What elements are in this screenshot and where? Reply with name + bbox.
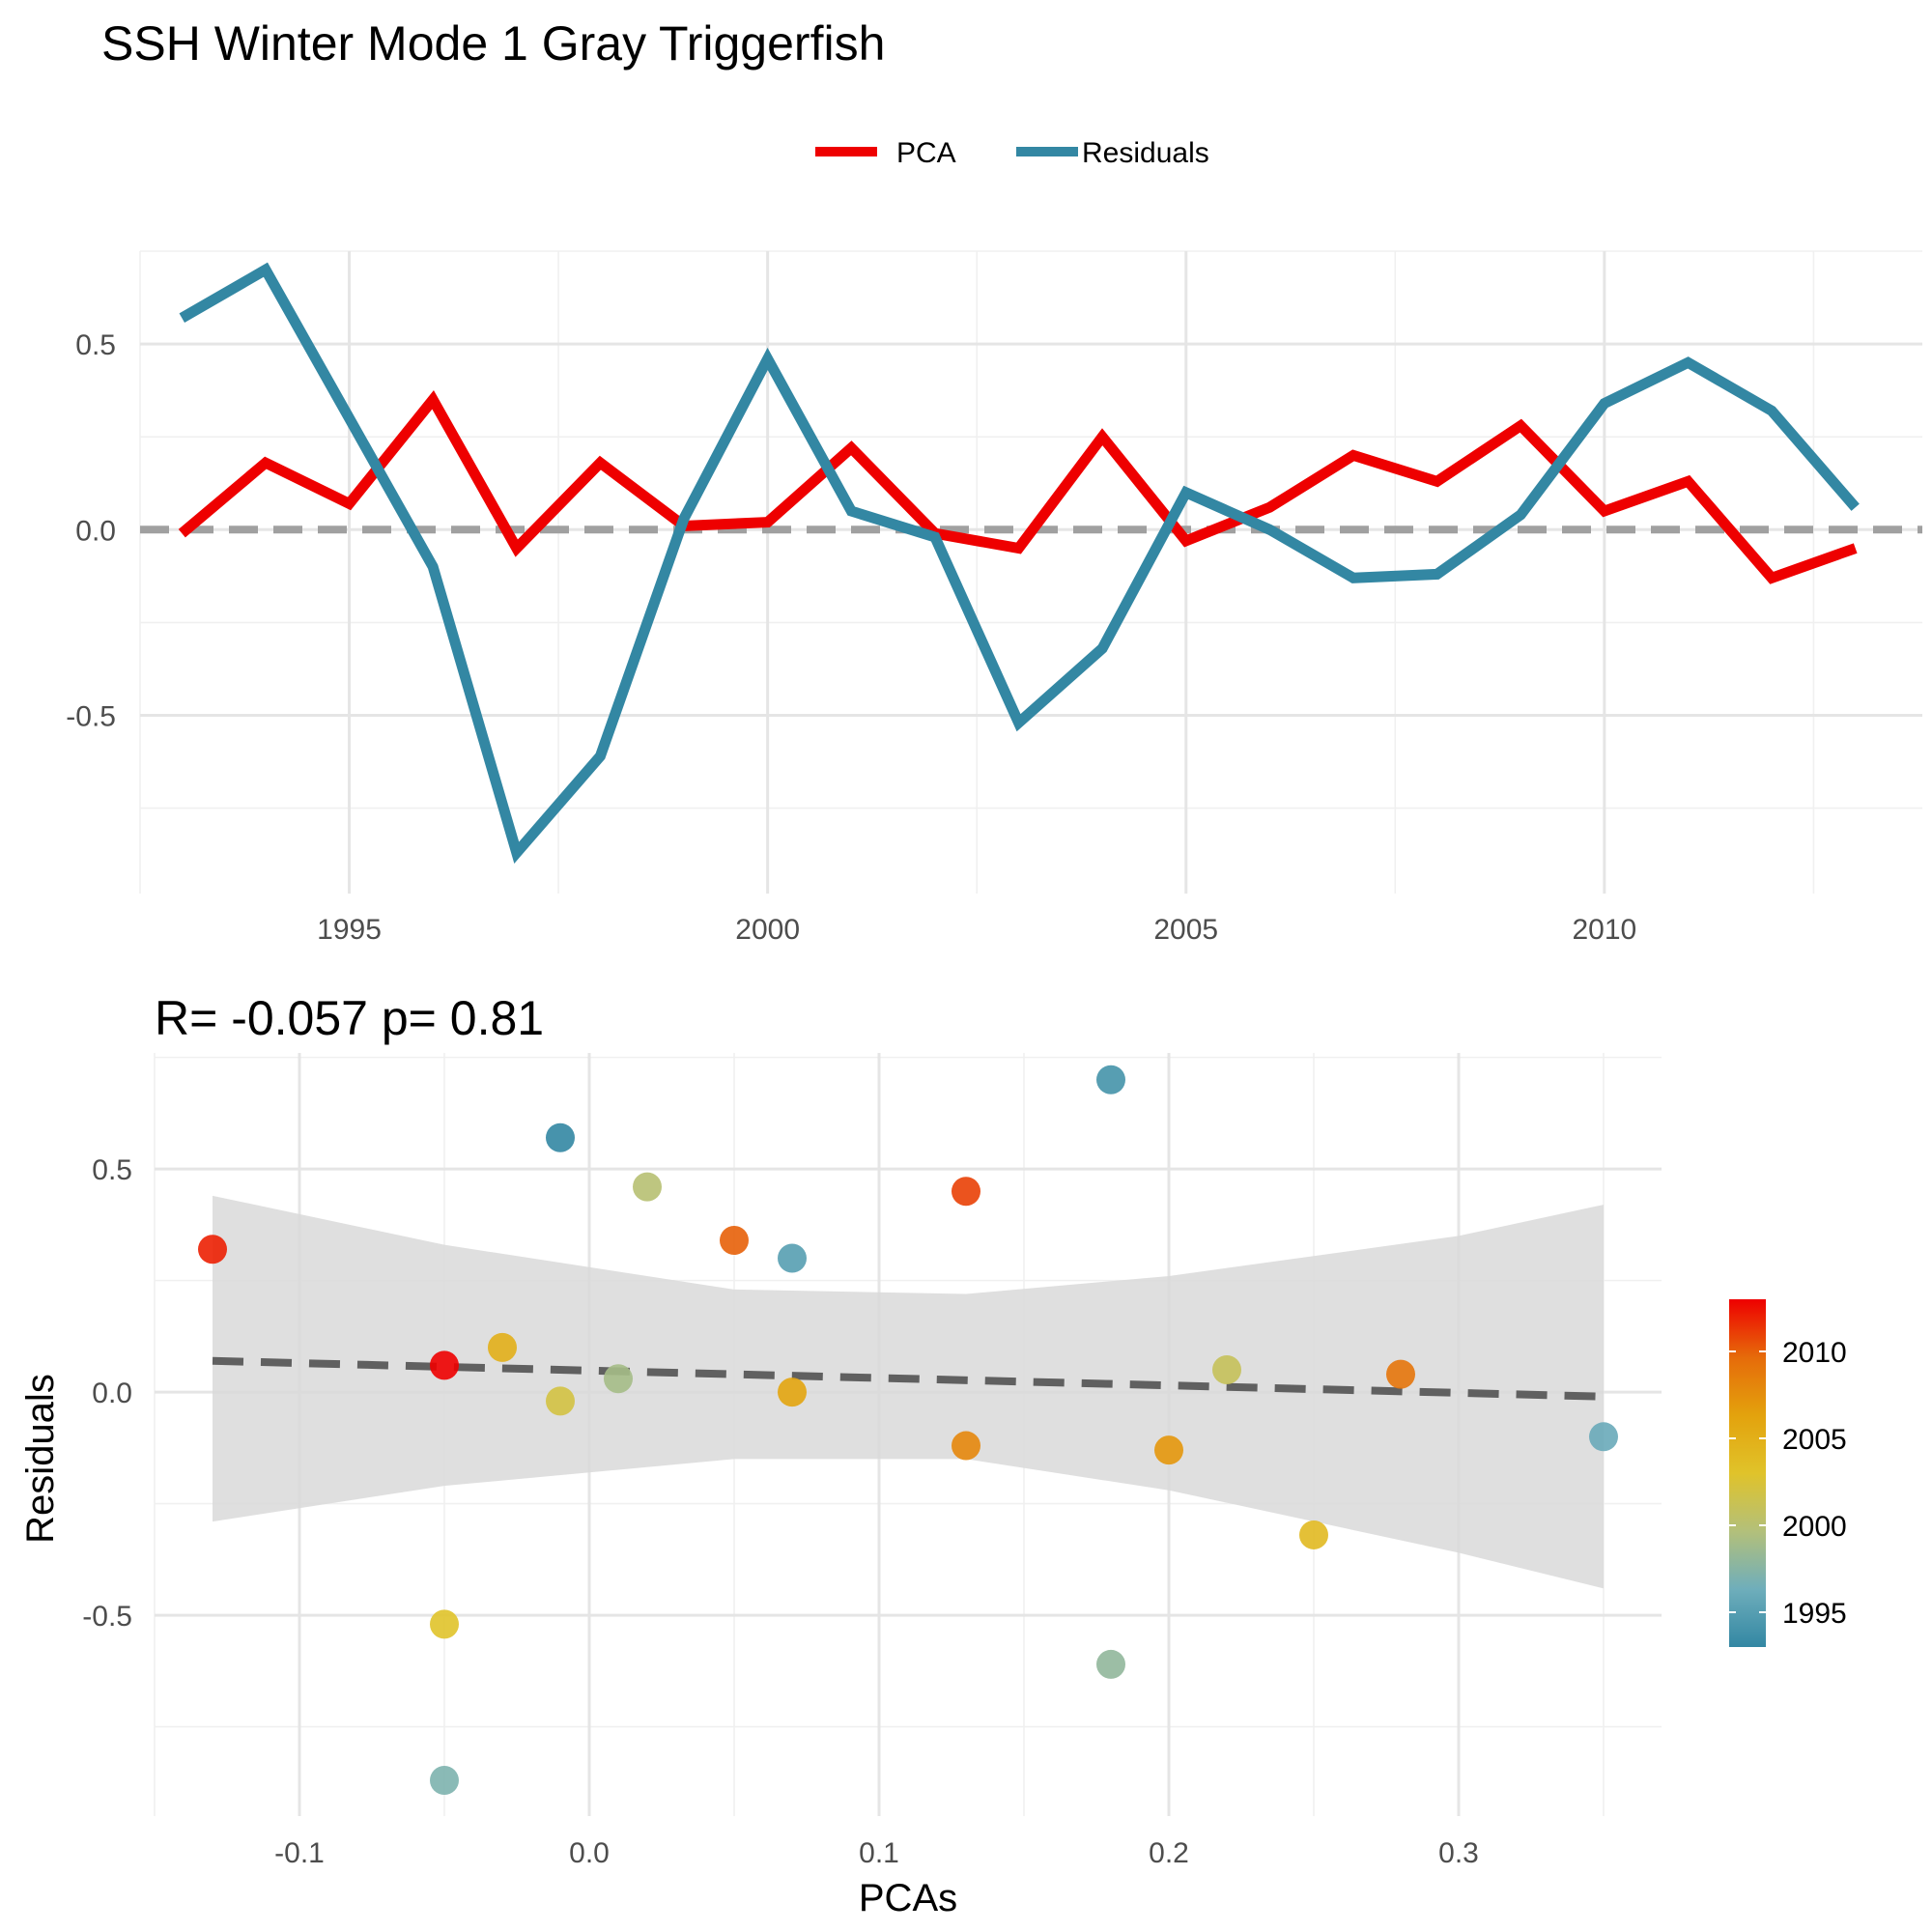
colorbar-tick-label: 2005: [1782, 1424, 1847, 1456]
scatter-point: [1096, 1065, 1125, 1094]
scatter-point: [952, 1431, 980, 1461]
colorbar-tick-label: 2000: [1782, 1511, 1847, 1543]
x-axis-label: PCAs: [859, 1877, 957, 1919]
x-tick-label: 2005: [1153, 914, 1218, 946]
x-tick-label: -0.1: [274, 1837, 325, 1869]
scatter-point: [1386, 1359, 1415, 1389]
scatter-point: [546, 1122, 575, 1152]
scatter-point: [604, 1364, 633, 1394]
scatter-point: [1299, 1520, 1328, 1549]
y-tick-label: 0.5: [75, 329, 116, 361]
scatter-point: [720, 1226, 749, 1256]
y-tick-label: -0.5: [82, 1601, 132, 1633]
legend-residuals-label: Residuals: [1082, 137, 1209, 169]
scatter-point: [1096, 1649, 1125, 1679]
scatter-panel: -0.1 0.0 0.1 0.2 0.3 -0.5 0.0 0.5: [82, 1053, 1662, 1869]
chart-title: SSH Winter Mode 1 Gray Triggerfish: [101, 16, 885, 71]
confidence-band: [213, 1195, 1604, 1589]
x-tick-label: 0.3: [1438, 1837, 1479, 1869]
residuals-series-line: [179, 262, 1860, 864]
scatter-point: [488, 1332, 517, 1362]
time-series-lines: [140, 262, 1922, 864]
scatter-point: [1589, 1422, 1618, 1452]
colorbar-gradient: [1729, 1299, 1766, 1647]
x-tick-label: 2010: [1572, 914, 1636, 946]
scatter-ticks: -0.1 0.0 0.1 0.2 0.3 -0.5 0.0 0.5: [82, 1154, 1479, 1869]
scatter-point: [430, 1350, 459, 1380]
x-tick-label: 1995: [317, 914, 382, 946]
scatter-point: [546, 1386, 575, 1416]
x-tick-label: 0.1: [859, 1837, 899, 1869]
colorbar-ticks: 1995 2000 2005 2010: [1729, 1337, 1847, 1630]
pca-series-line: [178, 389, 1858, 584]
scatter-point: [430, 1766, 459, 1796]
year-colorbar: 1995 2000 2005 2010: [1729, 1299, 1847, 1647]
colorbar-tick-label: 2010: [1782, 1337, 1847, 1369]
scatter-point: [1212, 1355, 1241, 1385]
scatter-points: [198, 1065, 1618, 1796]
legend-pca-label: PCA: [896, 137, 956, 169]
scatter-point: [778, 1378, 807, 1407]
x-tick-label: 0.2: [1149, 1837, 1189, 1869]
time-series-ticks: 1995 2000 2005 2010 -0.5 0.0 0.5: [66, 329, 1636, 946]
scatter-point: [952, 1177, 980, 1207]
regression-line: [212, 1356, 1605, 1401]
fit-line: [212, 1356, 1605, 1401]
time-series-panel: 1995 2000 2005 2010 -0.5 0.0 0.5: [66, 250, 1922, 946]
legend: PCA Residuals: [815, 137, 1209, 169]
correlation-subtitle: R= -0.057 p= 0.81: [155, 991, 544, 1045]
y-axis-label: Residuals: [19, 1374, 62, 1544]
y-tick-label: 0.0: [92, 1378, 132, 1409]
scatter-point: [198, 1235, 227, 1264]
y-tick-label: -0.5: [66, 700, 116, 732]
y-tick-label: 0.0: [75, 515, 116, 547]
confidence-ribbon: [213, 1195, 1604, 1589]
scatter-point: [778, 1243, 807, 1273]
scatter-point: [1154, 1435, 1183, 1465]
time-series-grid: [139, 250, 1922, 894]
x-tick-label: 2000: [735, 914, 800, 946]
y-tick-label: 0.5: [92, 1154, 132, 1186]
scatter-point: [633, 1172, 662, 1202]
scatter-point: [430, 1609, 459, 1639]
colorbar-tick-label: 1995: [1782, 1598, 1847, 1630]
x-tick-label: 0.0: [569, 1837, 610, 1869]
